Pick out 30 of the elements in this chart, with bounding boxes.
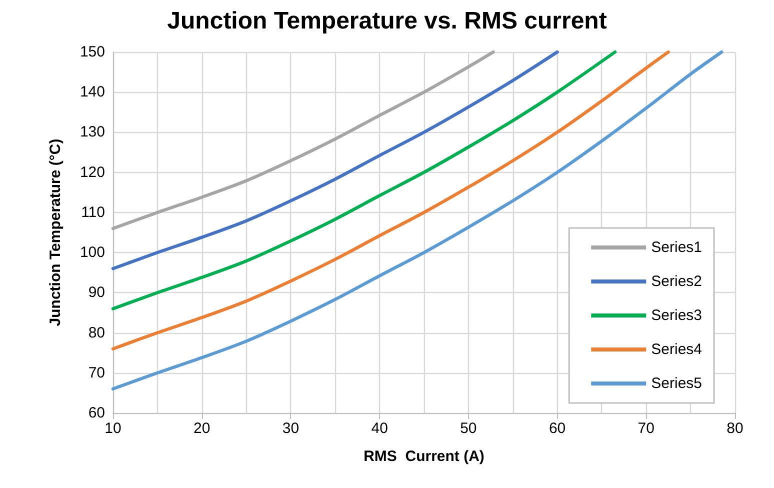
line-series — [111, 50, 724, 391]
y-tick-label: 120 — [80, 164, 105, 181]
legend-label: Series3 — [651, 307, 702, 324]
x-tick-label: 50 — [460, 420, 477, 437]
x-tick-label: 10 — [104, 420, 122, 437]
x-tick-label: 60 — [548, 420, 566, 437]
legend-label: Series2 — [651, 273, 702, 290]
y-tick-label: 80 — [88, 324, 105, 342]
y-tick-label: 100 — [80, 244, 105, 262]
y-tick-label: 70 — [88, 364, 105, 382]
x-tick-label: 20 — [194, 420, 210, 437]
x-tick-label: 80 — [726, 420, 744, 437]
x-axis-title: RMS Current (A) — [364, 448, 484, 465]
line-series — [111, 50, 559, 270]
line-series — [111, 50, 617, 310]
legend-label: Series5 — [651, 375, 702, 392]
y-tick-label: 60 — [88, 404, 105, 422]
chart-title: Junction Temperature vs. RMS current — [167, 8, 607, 34]
y-tick-label: 130 — [80, 124, 105, 141]
y-tick-label: 110 — [81, 204, 105, 221]
x-tick-label: 70 — [638, 420, 654, 437]
y-tick-label: 140 — [80, 84, 105, 101]
legend-label: Series4 — [651, 341, 702, 358]
y-axis-title: Junction Temperature (°C) — [47, 138, 64, 326]
x-tick-label: 40 — [371, 420, 388, 437]
y-tick-label: 90 — [88, 284, 105, 302]
y-tick-label: 150 — [80, 44, 105, 60]
line-series — [111, 50, 495, 230]
x-tick-label: 30 — [282, 420, 300, 437]
legend-label: Series1 — [651, 239, 702, 256]
